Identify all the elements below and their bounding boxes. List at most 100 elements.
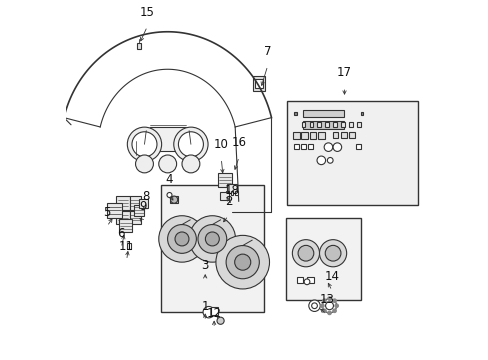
Text: 15: 15 (140, 5, 155, 18)
Text: 14: 14 (324, 270, 339, 283)
Text: 8: 8 (142, 189, 150, 203)
Bar (361, 112, 363, 115)
Bar (130, 211, 141, 224)
Bar (127, 243, 131, 249)
Bar (301, 122, 305, 127)
Bar (317, 132, 324, 139)
Circle shape (203, 306, 214, 318)
Circle shape (322, 299, 325, 302)
Bar (252, 76, 264, 91)
Circle shape (316, 156, 325, 165)
Circle shape (308, 300, 320, 311)
Bar (160, 185, 264, 312)
Bar (116, 197, 130, 210)
Bar (210, 307, 217, 315)
Bar (292, 132, 299, 139)
Bar (234, 192, 237, 195)
Bar (130, 197, 141, 210)
Circle shape (217, 317, 224, 324)
Circle shape (324, 143, 332, 152)
Bar (116, 211, 130, 224)
Circle shape (170, 196, 177, 203)
Circle shape (322, 309, 325, 312)
Text: 6: 6 (117, 227, 125, 240)
Circle shape (292, 240, 319, 267)
Text: 16: 16 (231, 136, 246, 149)
Circle shape (225, 246, 259, 279)
Bar (218, 173, 231, 187)
Bar (356, 144, 361, 149)
Circle shape (334, 304, 338, 307)
Bar (170, 196, 178, 203)
Bar (332, 132, 338, 138)
Text: 7: 7 (264, 45, 271, 58)
Bar (287, 102, 417, 205)
Text: 1: 1 (201, 300, 208, 313)
Circle shape (327, 311, 331, 315)
Bar (149, 127, 185, 150)
Circle shape (325, 302, 333, 310)
Bar (333, 122, 336, 127)
Bar (325, 122, 328, 127)
Bar (348, 122, 352, 127)
Text: 11: 11 (119, 239, 134, 252)
Bar (119, 219, 132, 232)
Bar (301, 132, 307, 139)
Circle shape (332, 299, 336, 302)
Text: 2: 2 (224, 195, 232, 208)
Bar (293, 144, 298, 149)
Circle shape (319, 240, 346, 267)
Bar (309, 122, 312, 127)
Circle shape (178, 132, 203, 157)
Circle shape (216, 235, 269, 289)
Bar (134, 205, 144, 216)
Bar (302, 121, 343, 129)
Text: 4: 4 (165, 174, 173, 186)
Text: 12: 12 (206, 307, 221, 320)
Bar (220, 192, 229, 200)
Circle shape (182, 155, 200, 173)
Bar (307, 277, 313, 283)
Text: 18: 18 (224, 184, 239, 197)
Circle shape (322, 298, 336, 313)
Circle shape (189, 216, 235, 262)
Circle shape (159, 155, 176, 173)
Circle shape (326, 157, 332, 163)
Bar (293, 112, 297, 115)
Circle shape (311, 303, 317, 309)
Circle shape (173, 127, 207, 161)
Text: 13: 13 (319, 293, 333, 306)
Bar (230, 192, 233, 195)
Circle shape (332, 309, 336, 312)
Bar (106, 203, 122, 218)
Circle shape (198, 225, 226, 253)
Bar (137, 43, 141, 49)
Bar (296, 277, 303, 283)
Circle shape (332, 143, 341, 152)
Bar (300, 144, 305, 149)
Circle shape (166, 193, 172, 198)
Text: 17: 17 (336, 66, 351, 79)
Text: 10: 10 (213, 138, 228, 151)
Text: 5: 5 (103, 206, 110, 219)
Circle shape (175, 232, 188, 246)
Text: 9: 9 (139, 200, 146, 213)
Bar (254, 79, 262, 88)
Circle shape (325, 246, 340, 261)
Circle shape (135, 155, 153, 173)
Circle shape (132, 132, 157, 157)
Circle shape (234, 254, 250, 270)
Circle shape (127, 127, 162, 161)
Bar (139, 199, 148, 208)
Bar (307, 144, 312, 149)
Circle shape (320, 304, 324, 307)
Circle shape (304, 279, 309, 285)
Text: 3: 3 (201, 259, 208, 272)
Bar (317, 122, 321, 127)
Bar (302, 111, 343, 117)
Bar (348, 132, 354, 138)
Bar (340, 132, 346, 138)
Bar (341, 122, 344, 127)
Circle shape (298, 246, 313, 261)
Circle shape (159, 216, 205, 262)
